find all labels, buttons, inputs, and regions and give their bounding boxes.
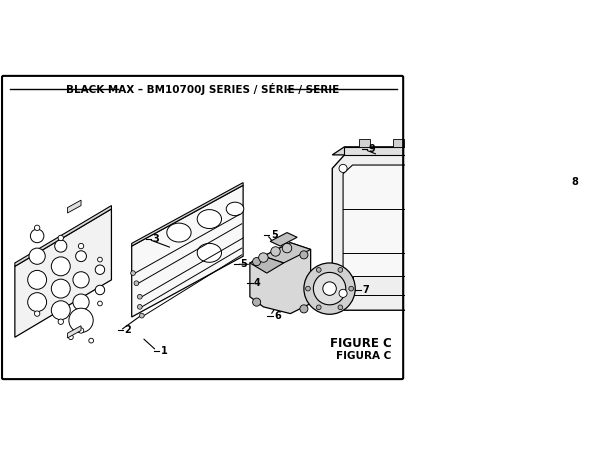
Polygon shape xyxy=(15,209,112,337)
Text: 9: 9 xyxy=(369,145,376,155)
Circle shape xyxy=(28,270,47,289)
Circle shape xyxy=(79,328,84,333)
Circle shape xyxy=(95,285,104,295)
Circle shape xyxy=(34,311,40,316)
Circle shape xyxy=(58,235,64,241)
Circle shape xyxy=(339,164,347,172)
Polygon shape xyxy=(427,139,437,147)
Polygon shape xyxy=(332,147,505,155)
Circle shape xyxy=(89,338,94,343)
Circle shape xyxy=(137,304,142,309)
Polygon shape xyxy=(131,182,243,246)
Circle shape xyxy=(300,251,308,259)
Circle shape xyxy=(490,164,499,172)
Circle shape xyxy=(137,294,142,299)
Circle shape xyxy=(73,294,89,310)
Polygon shape xyxy=(250,243,311,313)
Circle shape xyxy=(259,253,268,262)
Polygon shape xyxy=(332,155,505,310)
Polygon shape xyxy=(344,147,493,155)
Circle shape xyxy=(76,251,86,262)
Circle shape xyxy=(253,258,260,266)
Circle shape xyxy=(304,263,355,314)
Circle shape xyxy=(338,268,343,272)
Circle shape xyxy=(95,265,104,274)
Text: 5: 5 xyxy=(271,230,278,240)
Circle shape xyxy=(490,289,499,298)
Circle shape xyxy=(98,257,103,262)
Text: 1: 1 xyxy=(161,346,167,356)
Circle shape xyxy=(139,313,144,318)
Circle shape xyxy=(316,305,321,310)
Circle shape xyxy=(313,273,346,305)
Ellipse shape xyxy=(197,243,221,262)
Text: 3: 3 xyxy=(152,234,160,244)
Text: 7: 7 xyxy=(362,285,369,295)
Polygon shape xyxy=(131,185,243,317)
Circle shape xyxy=(131,271,136,275)
Circle shape xyxy=(52,301,70,320)
Circle shape xyxy=(55,240,67,252)
Circle shape xyxy=(349,286,353,291)
Polygon shape xyxy=(451,185,485,270)
Polygon shape xyxy=(68,200,81,213)
Polygon shape xyxy=(250,256,284,273)
Polygon shape xyxy=(353,277,485,295)
Circle shape xyxy=(134,281,139,286)
Circle shape xyxy=(500,220,511,231)
Ellipse shape xyxy=(197,210,221,228)
Text: 5: 5 xyxy=(241,259,247,269)
Polygon shape xyxy=(270,233,297,246)
Circle shape xyxy=(300,305,308,313)
Circle shape xyxy=(52,279,70,298)
Circle shape xyxy=(58,319,64,324)
Ellipse shape xyxy=(167,223,191,242)
Circle shape xyxy=(338,305,343,310)
Circle shape xyxy=(316,268,321,272)
Text: FIGURA C: FIGURA C xyxy=(337,351,392,361)
Ellipse shape xyxy=(226,202,244,216)
Polygon shape xyxy=(359,139,370,147)
Polygon shape xyxy=(343,165,494,295)
Circle shape xyxy=(34,225,40,231)
Text: FIGURE C: FIGURE C xyxy=(330,338,392,350)
Circle shape xyxy=(550,195,557,202)
Polygon shape xyxy=(547,182,559,197)
Text: BLACK MAX – BM10700J SERIES / SÉRIE / SERIE: BLACK MAX – BM10700J SERIES / SÉRIE / SE… xyxy=(66,83,339,95)
Circle shape xyxy=(253,298,260,306)
Circle shape xyxy=(98,301,103,306)
Circle shape xyxy=(282,243,292,253)
Circle shape xyxy=(73,272,89,288)
Polygon shape xyxy=(68,326,81,338)
Circle shape xyxy=(69,308,93,333)
Text: 6: 6 xyxy=(274,311,281,321)
Circle shape xyxy=(305,286,310,291)
Text: 4: 4 xyxy=(254,278,260,288)
Circle shape xyxy=(31,229,44,243)
Circle shape xyxy=(68,335,73,339)
Text: 8: 8 xyxy=(571,177,578,187)
Polygon shape xyxy=(15,206,112,266)
Circle shape xyxy=(28,293,47,312)
Circle shape xyxy=(79,243,84,249)
Circle shape xyxy=(323,282,337,295)
Circle shape xyxy=(271,247,280,256)
Circle shape xyxy=(29,248,45,264)
Text: 2: 2 xyxy=(124,325,131,335)
Polygon shape xyxy=(393,139,404,147)
Polygon shape xyxy=(461,139,472,147)
Polygon shape xyxy=(263,243,311,263)
Circle shape xyxy=(52,257,70,276)
Circle shape xyxy=(339,289,347,298)
